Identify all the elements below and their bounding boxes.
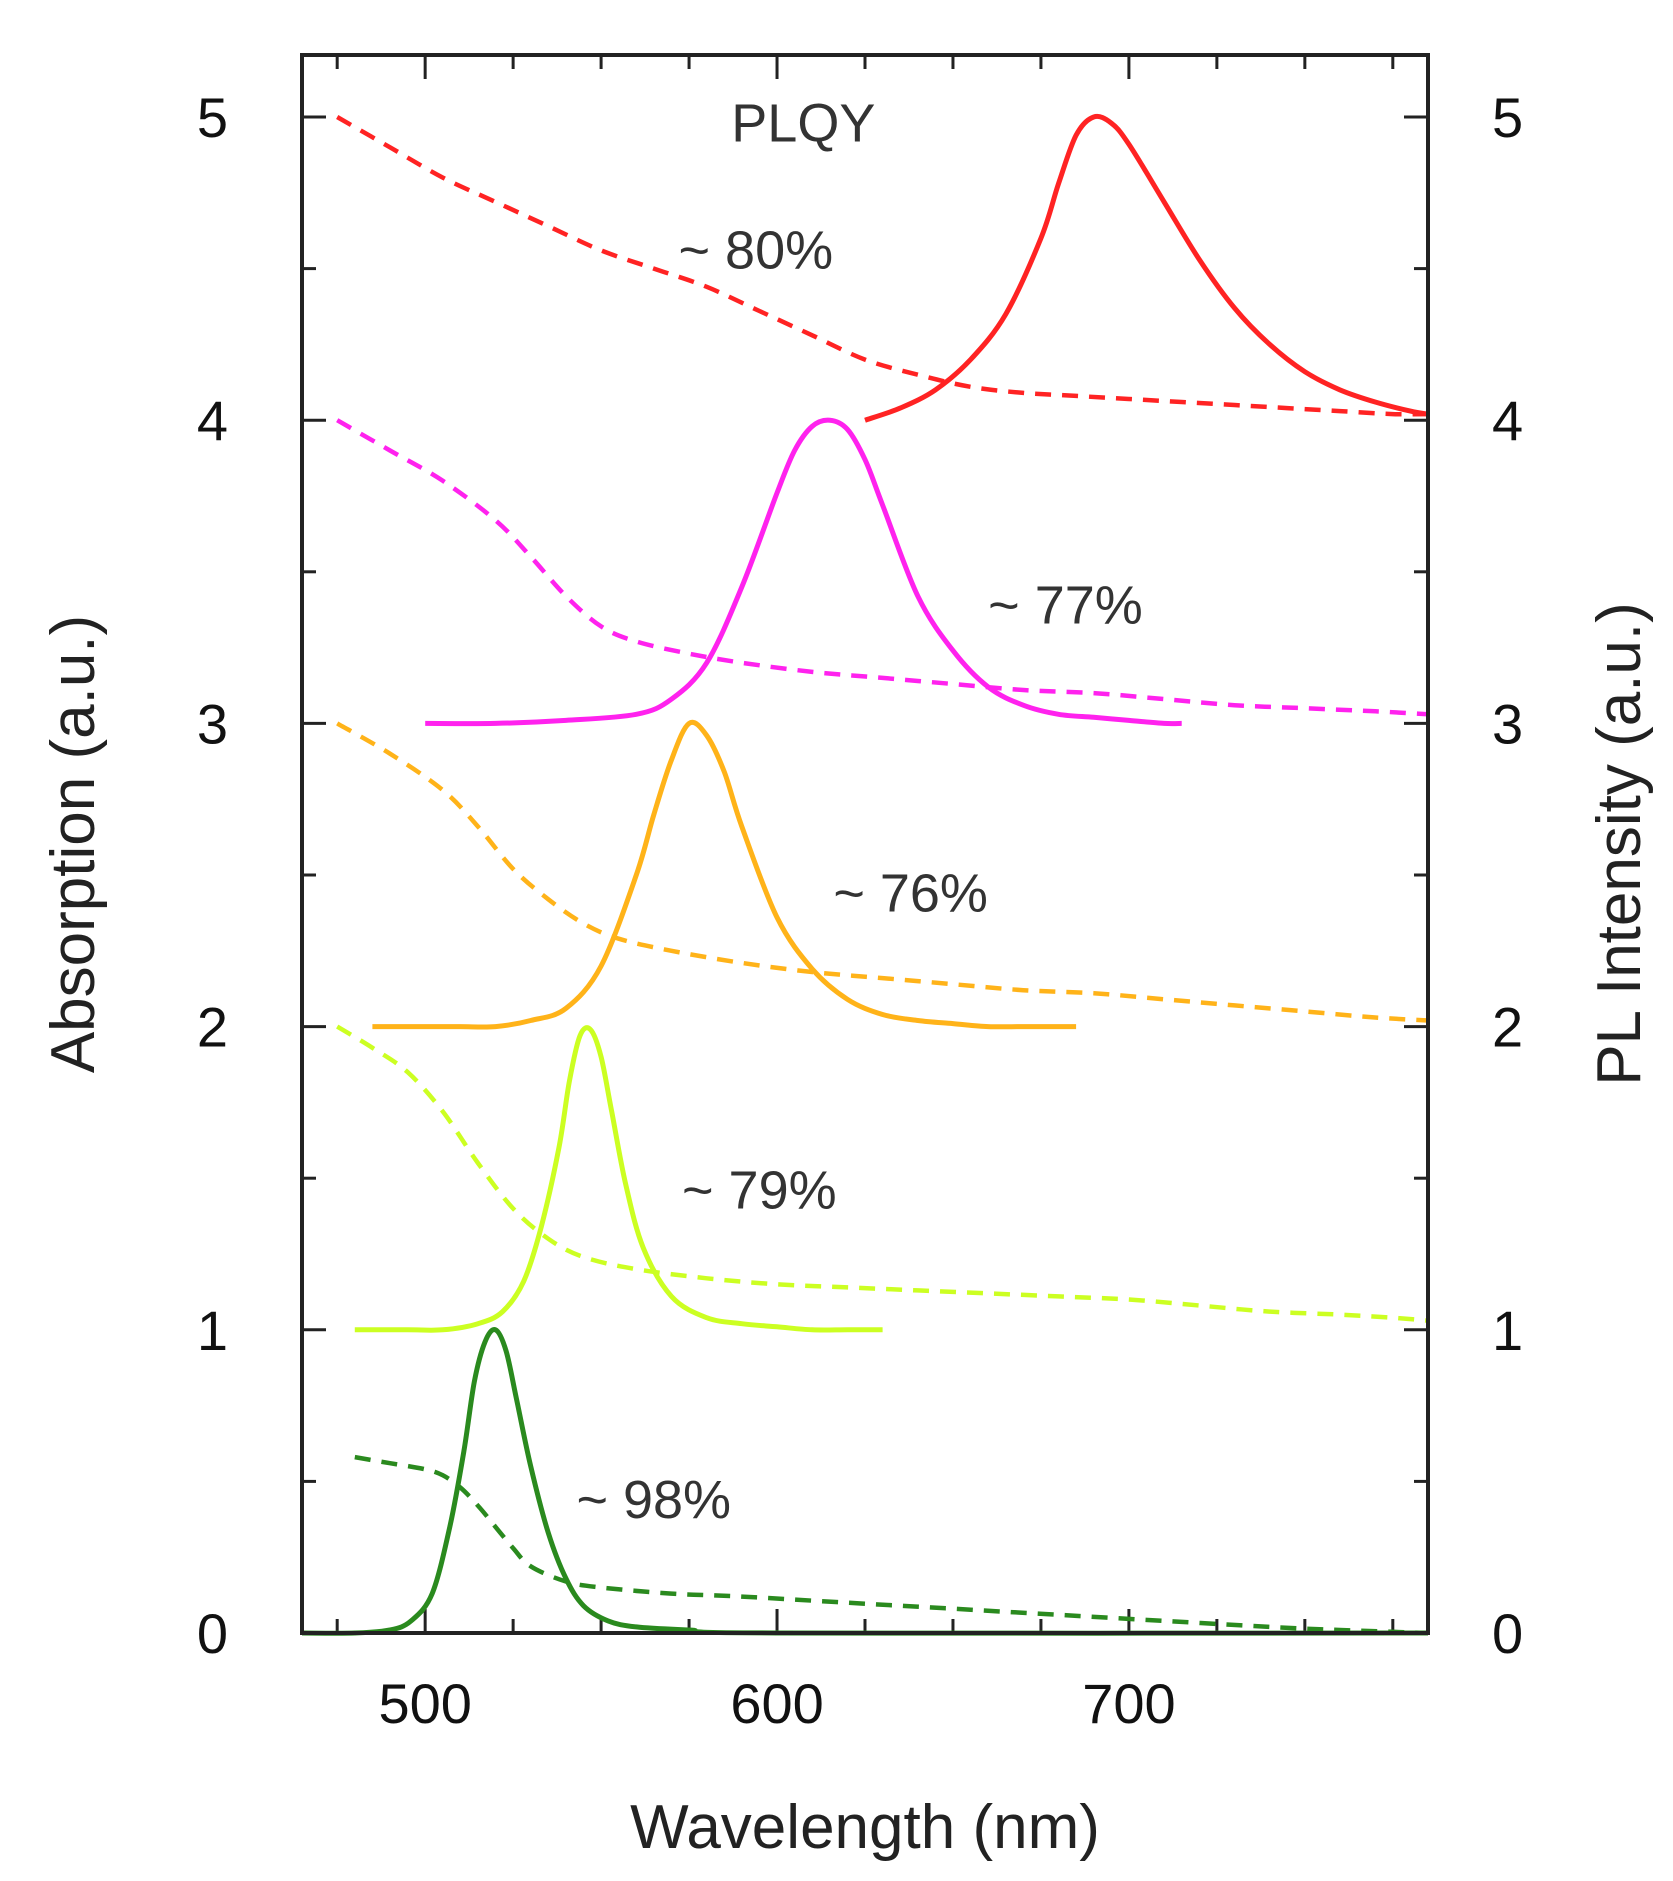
y-tick-label-left: 3 xyxy=(197,692,228,755)
y-tick-label-right: 2 xyxy=(1492,996,1523,1059)
axes: 500 600 700 0 0 1 1 2 2 3 3 4 4 5 5 xyxy=(197,55,1523,1735)
series-layer xyxy=(301,113,1429,1636)
y-tick-label-right: 1 xyxy=(1492,1299,1523,1362)
y-axis-title-left: Absorption (a.u.) xyxy=(39,615,108,1073)
y-tick-label-right: 4 xyxy=(1492,389,1523,452)
orange-pl-line xyxy=(372,719,1077,1030)
y-tick-label-left: 5 xyxy=(197,86,228,149)
plqy-value-label: ~ 79% xyxy=(682,1161,837,1221)
plqy-value-label: ~ 77% xyxy=(988,575,1143,635)
plqy-value-label: ~ 76% xyxy=(833,863,988,923)
y-axis-title-right: PL Intensity (a.u.) xyxy=(1585,602,1654,1086)
yellow-green-absorption-line xyxy=(336,1024,1429,1323)
x-tick-label: 600 xyxy=(730,1672,823,1735)
plqy-label: PLQY xyxy=(731,93,875,153)
magenta-pl-line xyxy=(425,417,1182,727)
x-tick-label: 500 xyxy=(378,1672,471,1735)
red-pl-line xyxy=(864,113,1429,423)
y-tick-label-left: 2 xyxy=(197,996,228,1059)
y-tick-label-left: 4 xyxy=(197,389,228,452)
y-tick-label-left: 1 xyxy=(197,1299,228,1362)
orange-absorption-line xyxy=(336,721,1429,1023)
x-tick-label: 700 xyxy=(1082,1672,1175,1735)
y-tick-label-left: 0 xyxy=(197,1602,228,1665)
red-absorption-line xyxy=(336,115,1429,417)
plqy-value-label: ~ 98% xyxy=(576,1470,731,1530)
annotations: PLQY ~ 80% ~ 77% ~ 76% ~ 79% ~ 98% xyxy=(576,93,1142,1530)
x-axis-title: Wavelength (nm) xyxy=(630,1793,1100,1862)
plot-frame xyxy=(300,53,1430,1635)
plqy-value-label: ~ 80% xyxy=(679,221,834,281)
y-tick-label-right: 0 xyxy=(1492,1602,1523,1665)
magenta-absorption-line xyxy=(336,418,1429,717)
yellow-green-pl-line xyxy=(354,1025,883,1333)
y-tick-label-right: 3 xyxy=(1492,692,1523,755)
y-tick-label-right: 5 xyxy=(1492,86,1523,149)
